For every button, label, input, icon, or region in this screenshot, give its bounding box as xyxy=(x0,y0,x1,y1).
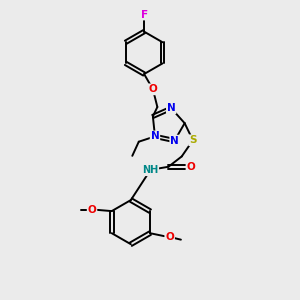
Text: F: F xyxy=(140,10,148,20)
Text: S: S xyxy=(189,135,196,145)
Text: O: O xyxy=(187,162,195,172)
Text: N: N xyxy=(167,103,176,113)
Text: N: N xyxy=(170,136,179,146)
Text: NH: NH xyxy=(142,165,158,175)
Text: N: N xyxy=(151,131,159,141)
Text: O: O xyxy=(165,232,174,242)
Text: O: O xyxy=(88,205,96,215)
Text: O: O xyxy=(148,84,157,94)
